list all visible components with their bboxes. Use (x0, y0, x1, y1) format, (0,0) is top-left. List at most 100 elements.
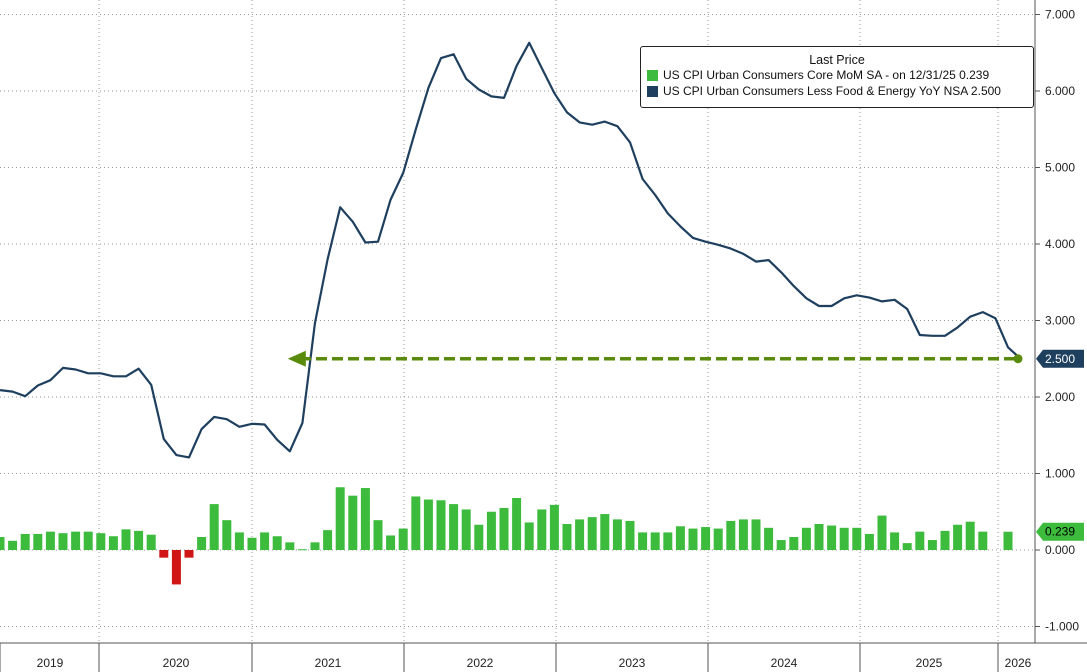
bar (587, 517, 597, 550)
bar (902, 543, 912, 550)
bar (575, 519, 585, 550)
legend-entry-yoy: US CPI Urban Consumers Less Food & Energ… (647, 83, 1033, 99)
bar (134, 530, 144, 550)
bar (360, 488, 370, 550)
bar (348, 495, 358, 550)
x-tick-label: 2022 (467, 656, 494, 670)
bar (751, 519, 761, 550)
bar (877, 515, 887, 550)
bar (0, 536, 5, 550)
core-mom-bars (0, 487, 1013, 585)
mom-last-value: 0.239 (1036, 522, 1084, 541)
dashed-arrow-annotation (287, 350, 1023, 367)
bar (663, 532, 673, 550)
x-tick-label: 2025 (916, 656, 943, 670)
bar (146, 534, 156, 550)
bar (927, 540, 937, 550)
x-tick-label: 2026 (1005, 656, 1032, 670)
bar (310, 542, 320, 550)
bar (297, 549, 307, 551)
bar (1003, 531, 1013, 550)
bar (915, 531, 925, 550)
bar (562, 523, 572, 550)
y-tick-label: 4.000 (1045, 237, 1075, 251)
bar (965, 521, 975, 550)
x-tick-label: 2020 (163, 656, 190, 670)
bar (323, 530, 333, 550)
x-tick-label: 2021 (315, 656, 342, 670)
core-yoy-line (0, 41, 1022, 459)
y-tick-label: 6.000 (1045, 84, 1075, 98)
bar (449, 504, 459, 550)
bar (436, 500, 446, 550)
bar (864, 533, 874, 550)
bar (625, 520, 635, 550)
x-tick-label: 2023 (619, 656, 646, 670)
bar (512, 497, 522, 550)
bar (612, 519, 622, 550)
bar (461, 509, 471, 550)
bar (726, 520, 736, 550)
bar (486, 511, 496, 550)
bar (499, 507, 509, 550)
bar (814, 523, 824, 550)
y-tick-label: 3.000 (1045, 314, 1075, 328)
bar (411, 496, 421, 550)
bar (537, 509, 547, 550)
bar (121, 529, 131, 550)
bar (8, 540, 18, 550)
bar (197, 536, 207, 550)
y-tick-label: -1.000 (1045, 620, 1079, 634)
yoy-last-value-text: 2.500 (1045, 352, 1075, 366)
bar (650, 532, 660, 550)
bar (839, 527, 849, 550)
bar (209, 504, 219, 550)
legend-label-yoy: US CPI Urban Consumers Less Food & Energ… (663, 84, 1001, 98)
bar (108, 536, 118, 550)
mom-last-value-box (1036, 522, 1084, 541)
x-tick-label: 2024 (771, 656, 798, 670)
bar (33, 533, 43, 550)
bar (801, 527, 811, 550)
legend-swatch-navy (647, 85, 658, 97)
bar (827, 525, 837, 550)
bar (474, 524, 484, 550)
bar (423, 499, 433, 550)
legend-swatch-green (647, 69, 658, 81)
y-tick-label: 1.000 (1045, 467, 1075, 481)
bar (222, 520, 232, 550)
yoy-last-value: 2.500 (1036, 349, 1084, 368)
bar (373, 520, 383, 550)
arrow-head (287, 350, 306, 367)
bar (953, 524, 963, 550)
bar (398, 528, 408, 550)
bar (940, 530, 950, 550)
bar (159, 550, 169, 558)
bar (58, 533, 68, 550)
bar (171, 550, 181, 585)
bar (776, 540, 786, 550)
bar (638, 532, 648, 550)
y-tick-label: 7.000 (1045, 8, 1075, 22)
yoy-last-value-box (1036, 349, 1084, 368)
bar (524, 522, 534, 550)
arrow-origin-dot (1013, 354, 1023, 364)
legend-title: Last Price (809, 53, 865, 67)
legend-entry-mom: US CPI Urban Consumers Core MoM SA - on … (647, 67, 1033, 83)
legend: Last Price US CPI Urban Consumers Core M… (640, 46, 1034, 108)
mom-last-value-text: 0.239 (1045, 525, 1075, 539)
bar (890, 532, 900, 550)
bar (852, 527, 862, 550)
bar (386, 535, 396, 550)
bar (713, 528, 723, 550)
bar (45, 531, 55, 550)
bar (764, 527, 774, 550)
yoy-line (0, 41, 1022, 459)
y-tick-label: 2.000 (1045, 390, 1075, 404)
bar (701, 527, 711, 550)
bar (20, 533, 30, 550)
bar (285, 542, 295, 550)
x-tick-label: 2019 (37, 656, 64, 670)
